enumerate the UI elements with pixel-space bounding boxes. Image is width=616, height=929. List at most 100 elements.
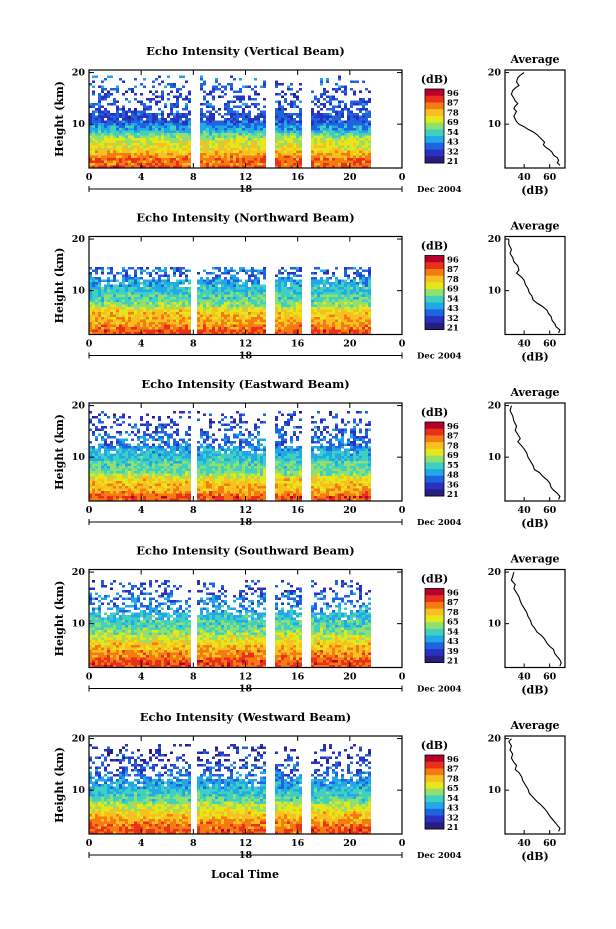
echo-cell [98,304,101,307]
echo-cell [209,143,212,146]
echo-cell [224,103,227,106]
echo-cell [167,93,170,96]
echo-cell [296,160,299,163]
echo-cell [221,150,224,153]
echo-cell [101,115,104,118]
echo-cell [146,496,149,499]
echo-cell [236,95,239,98]
echo-cell [110,493,113,496]
echo-cell [104,135,107,138]
echo-cell [287,322,290,325]
echo-cell [107,113,110,116]
echo-cell [110,314,113,317]
echo-cell [104,302,107,305]
echo-cell [182,153,185,156]
echo-cell [353,113,356,116]
echo-cell [224,269,227,272]
echo-cell [254,312,257,315]
echo-cell [362,113,365,116]
echo-cell [350,319,353,322]
echo-cell [338,155,341,158]
echo-cell [131,113,134,116]
echo-cell [335,299,338,302]
colorbar-tick-label: 87 [447,265,459,275]
echo-cell [338,324,341,327]
echo-cell [215,319,218,322]
echo-cell [173,329,176,332]
echo-cell [188,113,191,116]
echo-cell [164,150,167,153]
echo-cell [92,491,95,494]
echo-cell [335,120,338,123]
echo-cell [146,486,149,489]
echo-cell [140,314,143,317]
echo-cell [203,329,206,332]
echo-cell [149,307,152,310]
echo-cell [167,138,170,141]
echo-cell [98,486,101,489]
echo-cell [182,163,185,166]
echo-cell [242,125,245,128]
echo-cell [218,88,221,91]
echo-cell [206,493,209,496]
echo-cell [284,269,287,272]
echo-cell [131,332,134,335]
echo-cell [92,133,95,136]
echo-cell [332,332,335,335]
echo-cell [293,148,296,151]
echo-cell [239,105,242,108]
echo-cell [206,143,209,146]
echo-cell [158,143,161,146]
echo-cell [317,297,320,300]
echo-cell [200,150,203,153]
echo-cell [131,267,134,270]
echo-cell [140,294,143,297]
echo-cell [98,294,101,297]
echo-cell [221,294,224,297]
echo-cell [125,279,128,282]
echo-cell [116,113,119,116]
echo-cell [164,274,167,277]
echo-cell [323,493,326,496]
echo-cell [329,133,332,136]
echo-cell [149,491,152,494]
echo-cell [116,309,119,312]
echo-cell [95,103,98,106]
echo-cell [176,302,179,305]
echo-cell [236,153,239,156]
heatmap-cells [89,75,371,168]
echo-cell [257,163,260,166]
echo-cell [179,272,182,275]
echo-cell [293,118,296,121]
echo-cell [350,493,353,496]
echo-cell [323,297,326,300]
echo-cell [320,294,323,297]
echo-cell [209,302,212,305]
echo-cell [158,282,161,285]
echo-cell [233,329,236,332]
echo-cell [146,294,149,297]
echo-cell [197,332,200,335]
echo-cell [338,145,341,148]
echo-cell [278,496,281,499]
echo-cell [230,317,233,320]
echo-cell [149,322,152,325]
echo-cell [116,312,119,315]
echo-cell [287,309,290,312]
echo-cell [161,130,164,133]
echo-cell [137,155,140,158]
echo-cell [248,297,251,300]
echo-cell [104,158,107,161]
echo-cell [338,496,341,499]
echo-cell [173,143,176,146]
echo-cell [236,498,239,501]
echo-cell [107,267,110,270]
echo-cell [230,165,233,168]
echo-cell [140,153,143,156]
echo-cell [107,153,110,156]
echo-cell [167,165,170,168]
echo-cell [200,75,203,78]
echo-cell [257,160,260,163]
echo-cell [203,279,206,282]
echo-cell [107,488,110,491]
